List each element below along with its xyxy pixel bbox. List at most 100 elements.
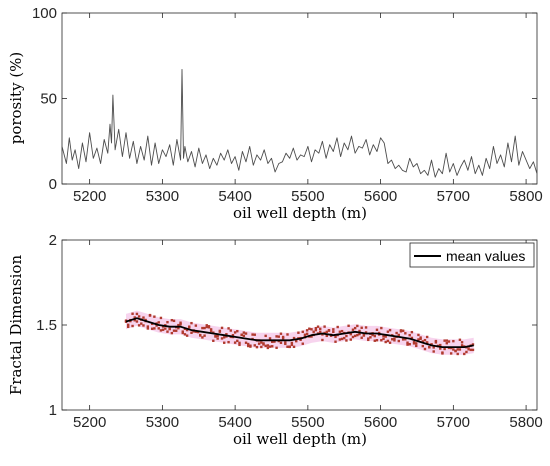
sample-point	[284, 341, 287, 344]
sample-point	[432, 350, 435, 353]
sample-point	[181, 330, 184, 333]
x-tick-label: 5800	[509, 414, 542, 431]
spread-band	[126, 310, 474, 355]
sample-point	[172, 319, 176, 323]
sample-point	[205, 325, 208, 329]
sample-point	[242, 331, 246, 334]
sample-point	[382, 334, 385, 338]
sample-point	[255, 345, 259, 349]
sample-point	[183, 333, 187, 336]
y-tick-label: 2	[49, 232, 57, 249]
sample-point	[338, 330, 342, 333]
sample-point	[369, 336, 372, 339]
sample-point	[408, 342, 411, 346]
sample-point	[161, 328, 165, 331]
sample-point	[185, 328, 189, 332]
sample-point	[417, 333, 420, 337]
sample-point	[247, 344, 250, 348]
sample-point	[170, 318, 174, 322]
sample-point	[279, 332, 283, 335]
sample-point	[415, 344, 418, 348]
sample-point	[279, 341, 283, 344]
sample-point	[146, 325, 150, 328]
sample-point	[308, 327, 311, 330]
porosity-chart: 5200 5300 5400 5500 5600 5700 5800 0 50 100 oil w…	[7, 5, 543, 222]
sample-point	[373, 339, 376, 342]
sample-point	[412, 341, 416, 344]
sample-point	[410, 330, 414, 334]
sample-point	[393, 337, 396, 340]
sample-point	[150, 327, 154, 330]
sample-point	[454, 349, 457, 353]
x-tick-label: 5700	[437, 188, 470, 205]
sample-point	[421, 344, 424, 348]
sample-point	[188, 325, 191, 329]
x-axis-title: oil well depth (m)	[233, 430, 367, 448]
mean-values-line	[125, 317, 474, 348]
sample-point	[251, 333, 254, 336]
sample-point	[441, 351, 444, 354]
sample-point	[229, 329, 232, 332]
sample-point	[181, 331, 184, 335]
sample-point	[358, 332, 361, 336]
sample-point	[327, 328, 331, 332]
legend: mean values	[409, 242, 535, 268]
sample-point	[310, 335, 313, 338]
y-axis-title: Fractal Dimension	[7, 255, 25, 396]
sample-point	[371, 333, 374, 337]
sample-point	[218, 329, 222, 333]
sample-point	[319, 327, 322, 330]
y-tick-label: 1.5	[36, 317, 57, 334]
sample-point	[266, 346, 270, 350]
sample-point	[146, 327, 150, 330]
sample-point	[384, 340, 387, 344]
sample-point	[244, 332, 248, 335]
sample-point	[299, 338, 302, 342]
fractal-dimension-chart: 5200 5300 5400 5500 5600 5700 5800 1 1.5 2 mean v…	[7, 232, 543, 448]
sample-point	[266, 344, 270, 347]
sample-point	[207, 326, 211, 329]
sample-points	[124, 312, 475, 356]
sample-point	[172, 329, 176, 332]
sample-point	[419, 337, 422, 341]
sample-point	[456, 348, 459, 351]
sample-point	[179, 323, 182, 326]
sample-point	[393, 339, 396, 342]
sample-point	[153, 327, 156, 330]
sample-point	[373, 334, 376, 338]
sample-point	[340, 337, 344, 341]
sample-point	[338, 338, 342, 341]
sample-point	[345, 339, 348, 342]
sample-point	[364, 331, 368, 334]
sample-point	[316, 325, 320, 328]
sample-point	[321, 333, 324, 336]
sample-point	[242, 334, 246, 338]
sample-point	[199, 334, 202, 337]
sample-point	[142, 324, 145, 327]
sample-point	[126, 325, 130, 329]
sample-point	[236, 339, 239, 343]
sample-point	[471, 343, 475, 346]
sample-point	[428, 346, 431, 349]
sample-point	[447, 340, 451, 343]
sample-point	[268, 345, 272, 348]
sample-point	[190, 331, 193, 334]
sample-point	[439, 347, 442, 350]
sample-point	[273, 340, 276, 343]
sample-point	[395, 331, 398, 335]
sample-point	[310, 328, 313, 331]
sample-point	[209, 328, 213, 331]
sample-point	[460, 344, 464, 347]
sample-point	[227, 327, 230, 330]
sample-point	[404, 332, 407, 335]
x-tick-label: 5500	[291, 188, 324, 205]
axis-ticks: 5200 5300 5400 5500 5600 5700 5800 0 50 100	[32, 5, 543, 205]
sample-point	[205, 324, 208, 327]
sample-point	[332, 328, 335, 331]
sample-point	[240, 333, 243, 337]
sample-point	[249, 345, 252, 348]
sample-point	[430, 343, 433, 346]
sample-point	[351, 328, 355, 331]
plot-area-frame	[61, 12, 538, 185]
sample-point	[271, 340, 274, 343]
